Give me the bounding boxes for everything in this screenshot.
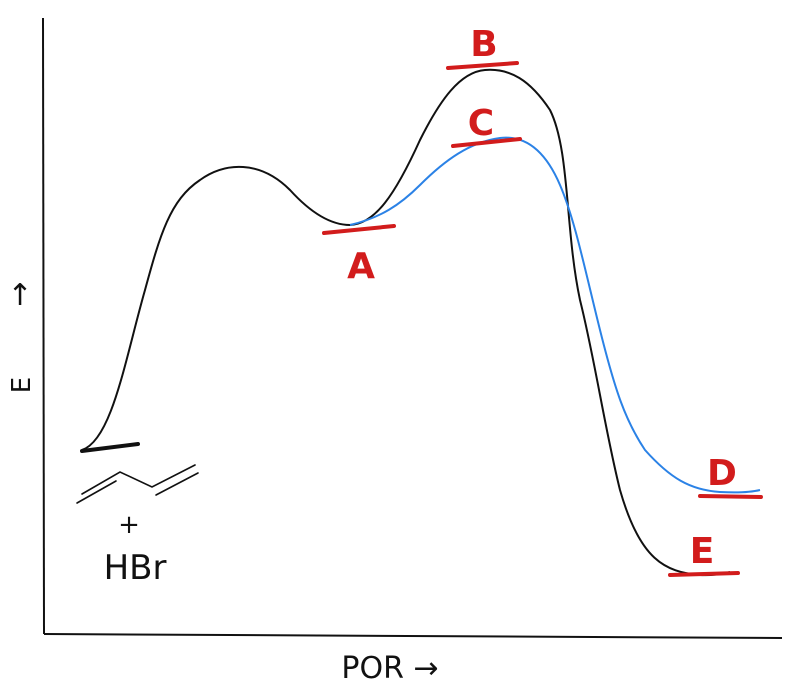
label-d: D	[707, 453, 737, 494]
energy-curve-blue	[349, 136, 761, 494]
y-axis	[42, 17, 45, 635]
butadiene-structure	[76, 464, 199, 504]
x-axis	[43, 633, 783, 639]
level-marker-c	[451, 137, 522, 148]
label-c: C	[468, 103, 494, 144]
start-level-mark	[80, 442, 140, 453]
label-e: E	[690, 531, 715, 572]
level-marker-b	[446, 61, 519, 70]
level-marker-d	[698, 494, 763, 499]
x-axis-label: POR →	[341, 651, 438, 686]
level-marker-e	[668, 571, 740, 577]
reagent-hbr: HBr	[104, 548, 167, 588]
y-axis-arrow: ↑	[7, 278, 32, 313]
plus-sign: +	[118, 510, 140, 540]
y-axis-label: E	[7, 377, 37, 393]
level-marker-a	[322, 224, 396, 235]
label-b: B	[470, 24, 497, 65]
label-a: A	[347, 246, 375, 287]
energy-curve-black	[81, 68, 731, 577]
